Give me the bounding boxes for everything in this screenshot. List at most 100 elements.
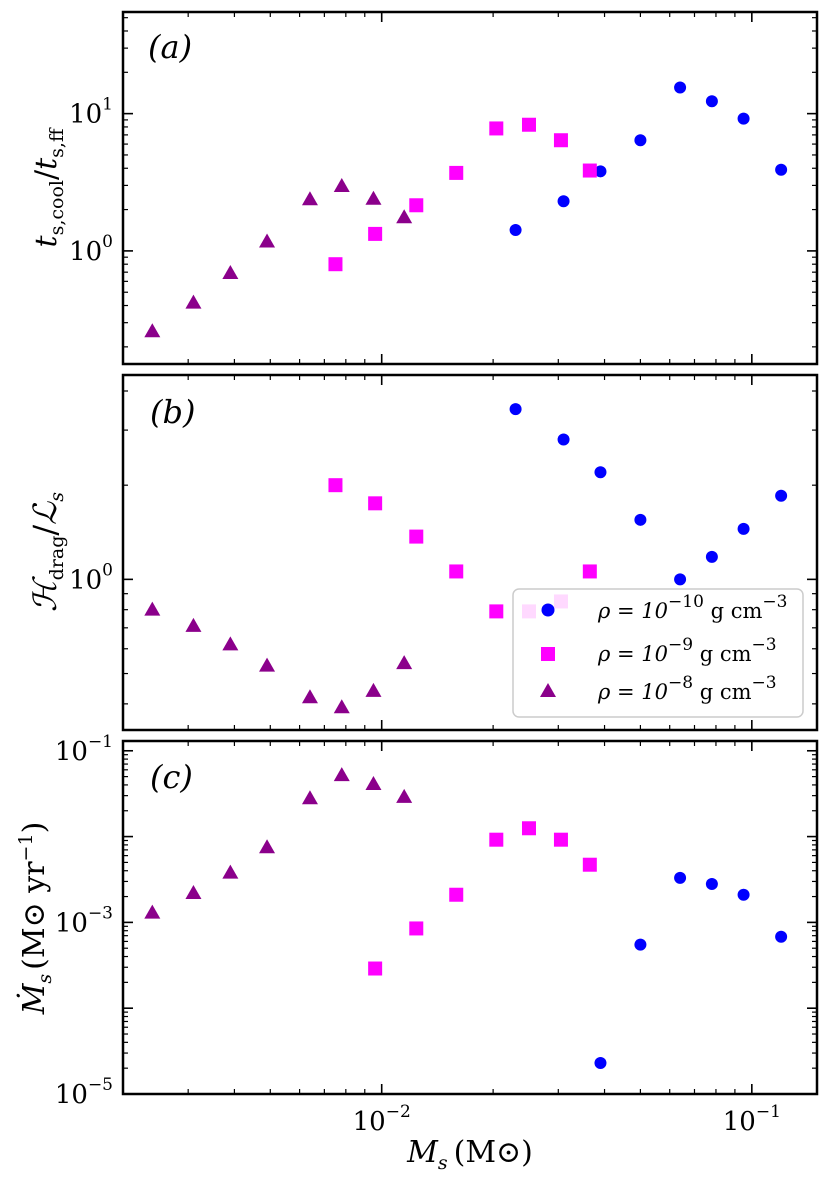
panel-a-ticks	[122, 12, 817, 364]
data-point-circle	[594, 1056, 607, 1069]
legend-entry-rho-1e-9: ρ = 10−9 g cm−3	[597, 635, 777, 666]
data-point-circle	[509, 223, 522, 236]
panel-c-ylabel: Ṁs(M⊙ yr−1)	[15, 822, 56, 1016]
data-point-circle	[634, 134, 647, 147]
data-point-triangle	[333, 699, 350, 714]
panel-c-label: (c)	[150, 758, 193, 796]
y-tick-label: 10−1	[55, 732, 113, 767]
panel-b-label: (b)	[150, 393, 195, 431]
panel-a: 100 101 (a) ts,cool/ts,ff	[29, 10, 819, 366]
data-point-circle	[705, 550, 718, 563]
panel-c: 10−5 10−3 10−1 (c) Ṁs(M⊙ yr−1) 10−2 10−1 Ms…	[15, 732, 819, 1174]
data-point-square	[328, 478, 343, 493]
data-point-square	[582, 857, 597, 872]
data-point-circle	[674, 871, 687, 884]
data-point-triangle	[301, 689, 318, 704]
panel-b: 100 (b) ℋdrag/ℒs ρ = 10−10 g cm−3 ρ = 10…	[26, 373, 819, 732]
data-point-triangle	[396, 209, 413, 224]
data-point-square	[368, 226, 383, 241]
data-point-triangle	[144, 904, 161, 919]
data-point-triangle	[185, 885, 202, 900]
data-point-circle	[737, 112, 750, 125]
legend-marker-square	[541, 647, 555, 661]
data-point-triangle	[365, 682, 382, 697]
data-point-triangle	[301, 191, 318, 206]
data-point-circle	[594, 165, 607, 178]
data-point-square	[489, 832, 504, 847]
data-point-square	[368, 961, 383, 976]
panel-c-ticks	[122, 741, 817, 1095]
data-point-triangle	[222, 636, 239, 651]
data-point-square	[409, 921, 424, 936]
data-point-circle	[634, 938, 647, 951]
data-point-square	[489, 604, 504, 619]
panel-c-frame	[121, 739, 819, 1096]
data-point-triangle	[222, 265, 239, 280]
data-point-triangle	[396, 788, 413, 803]
data-point-square	[409, 198, 424, 213]
panel-c-ytick-labels: 10−5 10−3 10−1	[55, 732, 113, 1110]
data-point-triangle	[222, 864, 239, 879]
data-point-square	[489, 121, 504, 136]
data-point-square	[521, 117, 536, 132]
x-tick-label: 10−1	[723, 1102, 781, 1137]
y-tick-label: 100	[69, 232, 113, 267]
data-point-square	[553, 133, 568, 148]
data-point-triangle	[333, 178, 350, 193]
x-tick-label: 10−2	[353, 1102, 411, 1137]
data-point-triangle	[301, 790, 318, 805]
data-point-square	[328, 257, 343, 272]
data-point-square	[582, 163, 597, 178]
x-axis-label: Ms (M⊙)	[406, 1135, 533, 1174]
y-tick-label: 10−3	[55, 903, 113, 938]
panel-a-ytick-labels: 100 101	[69, 95, 113, 267]
data-point-triangle	[144, 323, 161, 338]
legend-marker-triangle	[540, 683, 556, 697]
data-point-square	[521, 821, 536, 836]
data-point-triangle	[144, 601, 161, 616]
data-point-circle	[557, 433, 570, 446]
panel-c-markers	[144, 767, 788, 1069]
data-point-circle	[594, 466, 607, 479]
data-point-triangle	[259, 233, 276, 248]
data-point-square	[553, 832, 568, 847]
data-point-circle	[737, 522, 750, 535]
data-point-triangle	[333, 767, 350, 782]
data-point-square	[368, 496, 383, 511]
data-point-circle	[634, 513, 647, 526]
legend-box	[512, 588, 804, 718]
data-point-circle	[737, 888, 750, 901]
data-point-circle	[775, 163, 788, 176]
data-point-square	[449, 564, 464, 579]
panel-a-ylabel: ts,cool/ts,ff	[29, 127, 68, 247]
data-point-circle	[705, 878, 718, 891]
panel-a-markers	[144, 81, 788, 338]
data-point-triangle	[365, 776, 382, 791]
data-point-circle	[705, 95, 718, 108]
data-point-triangle	[365, 190, 382, 205]
data-point-square	[582, 564, 597, 579]
panel-a-label: (a)	[148, 28, 192, 66]
data-point-circle	[775, 930, 788, 943]
data-point-square	[449, 887, 464, 902]
data-point-triangle	[396, 655, 413, 670]
data-point-circle	[775, 489, 788, 502]
data-point-square	[409, 529, 424, 544]
legend-entry-rho-1e-8: ρ = 10−8 g cm−3	[597, 673, 777, 704]
data-point-triangle	[259, 657, 276, 672]
panel-a-frame	[121, 10, 819, 366]
data-point-triangle	[185, 294, 202, 309]
data-point-circle	[674, 573, 687, 586]
data-point-square	[449, 165, 464, 180]
y-tick-label: 100	[69, 560, 113, 595]
y-tick-label: 101	[69, 95, 113, 130]
data-point-circle	[674, 81, 687, 94]
data-point-triangle	[185, 617, 202, 632]
panel-b-ytick-labels: 100	[69, 560, 113, 595]
data-point-circle	[509, 403, 522, 416]
legend: ρ = 10−10 g cm−3 ρ = 10−9 g cm−3 ρ = 10−…	[512, 588, 804, 718]
y-tick-label: 10−5	[55, 1075, 113, 1110]
legend-marker-circle	[541, 603, 555, 617]
panel-b-ticks	[122, 375, 817, 730]
